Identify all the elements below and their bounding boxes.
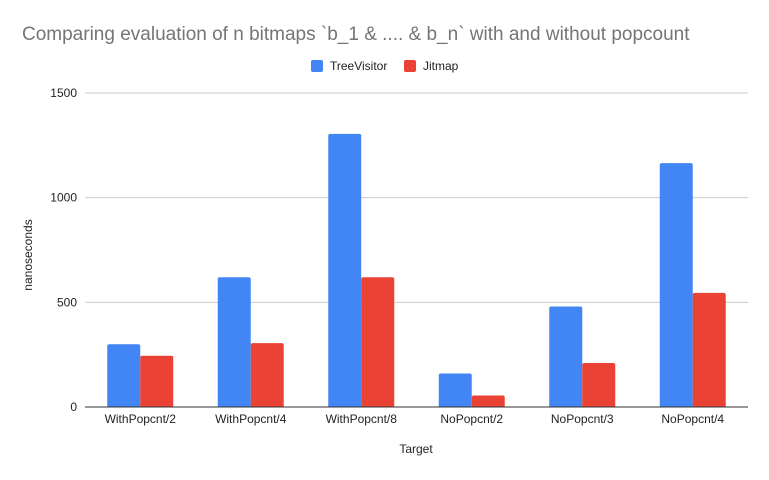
y-tick-label: 0 [70, 400, 77, 414]
bar-treevisitor-withpopcnt-8 [328, 133, 362, 407]
y-axis-title: nanoseconds [21, 219, 35, 290]
y-tick-label: 1500 [50, 86, 77, 100]
bar-jitmap-withpopcnt-8 [361, 277, 395, 407]
y-axis-ticks: 0 500 1000 1500 [50, 86, 77, 414]
bar-jitmap-nopopcnt-2 [471, 395, 505, 407]
x-tick-label: NoPopcnt/3 [551, 412, 614, 426]
bar-treevisitor-withpopcnt-2 [107, 344, 141, 407]
x-tick-label: NoPopcnt/2 [440, 412, 503, 426]
gridlines [85, 92, 748, 303]
legend-swatch-treevisitor [311, 60, 323, 72]
bar-jitmap-nopopcnt-4 [692, 292, 726, 407]
x-tick-label: NoPopcnt/4 [661, 412, 724, 426]
chart-title: Comparing evaluation of n bitmaps `b_1 &… [22, 24, 690, 45]
legend-swatch-jitmap [404, 60, 416, 72]
x-tick-label: WithPopcnt/2 [105, 412, 177, 426]
bar-jitmap-withpopcnt-2 [140, 355, 174, 407]
bar-treevisitor-nopopcnt-2 [438, 373, 472, 407]
x-axis-title: Target [399, 442, 433, 456]
x-tick-label: WithPopcnt/4 [215, 412, 287, 426]
bar-jitmap-nopopcnt-3 [582, 363, 616, 407]
bars [107, 133, 726, 407]
y-tick-label: 1000 [50, 191, 77, 205]
legend-label-treevisitor: TreeVisitor [330, 59, 387, 73]
x-tick-label: WithPopcnt/8 [326, 412, 398, 426]
legend: TreeVisitor Jitmap [311, 59, 459, 73]
y-tick-label: 500 [57, 295, 77, 309]
bar-jitmap-withpopcnt-4 [250, 343, 284, 407]
bar-treevisitor-nopopcnt-4 [659, 163, 693, 407]
bar-treevisitor-nopopcnt-3 [549, 306, 583, 407]
x-axis-ticks: WithPopcnt/2 WithPopcnt/4 WithPopcnt/8 NoPo… [105, 412, 725, 426]
bar-treevisitor-withpopcnt-4 [217, 277, 251, 407]
legend-label-jitmap: Jitmap [423, 59, 459, 73]
